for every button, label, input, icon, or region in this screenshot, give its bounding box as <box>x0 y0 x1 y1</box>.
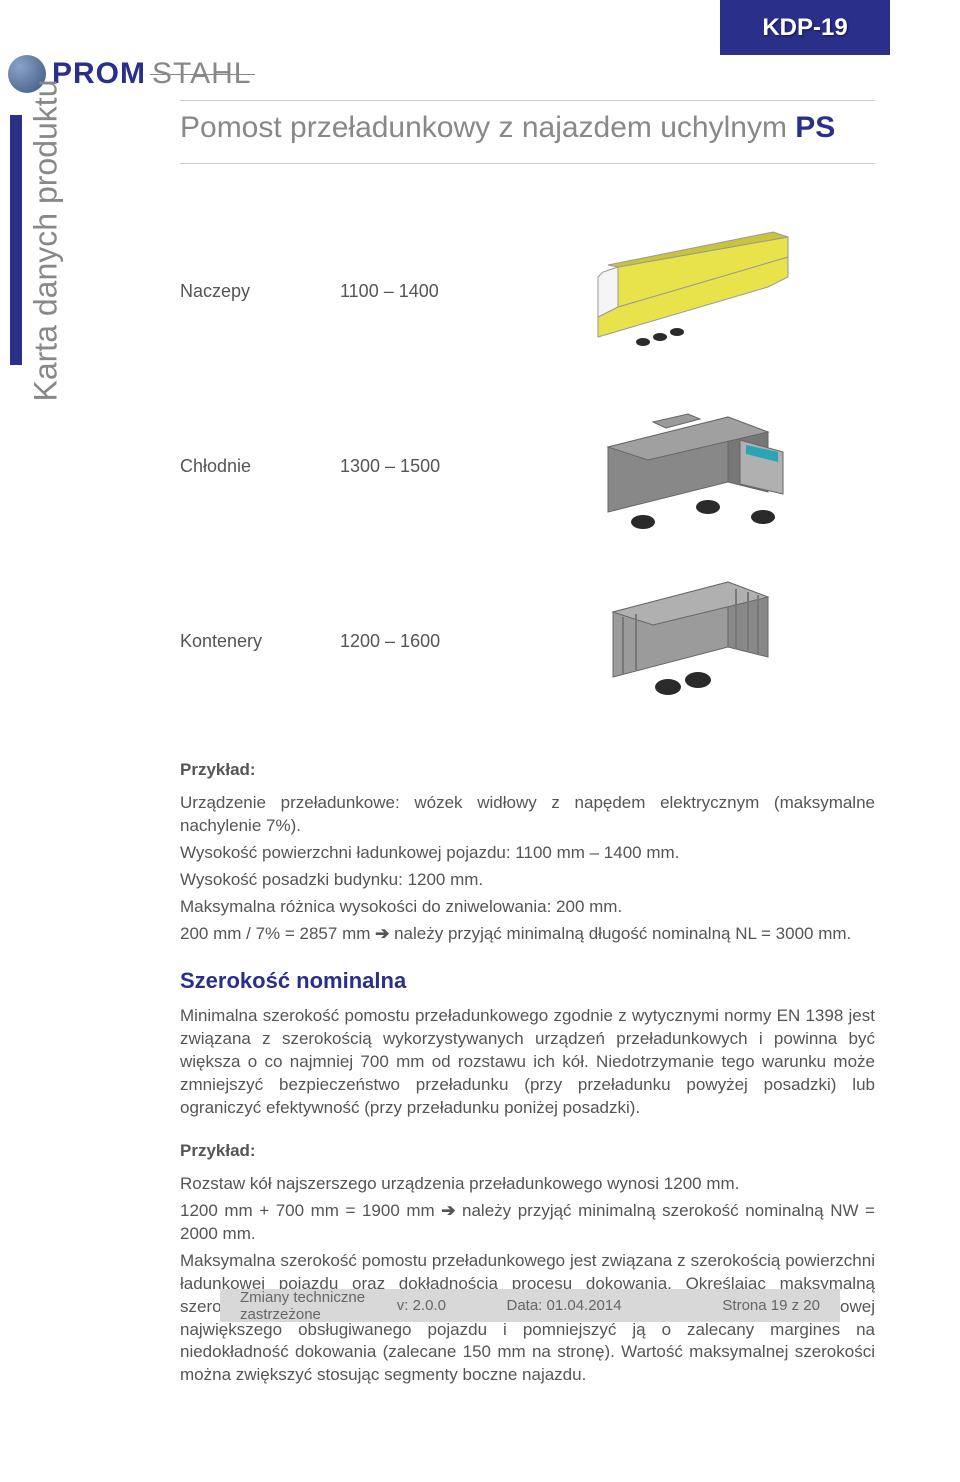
example-line: Wysokość posadzki budynku: 1200 mm. <box>180 869 875 892</box>
document-code-badge: KDP-19 <box>720 0 890 55</box>
logo-text-prom: PROM <box>52 57 146 91</box>
sidebar-text: Karta danych produktu <box>28 79 65 401</box>
vehicle-range: 1200 – 1600 <box>340 631 520 652</box>
page-footer: Zmiany techniczne zastrzeżone v: 2.0.0 D… <box>220 1289 840 1322</box>
title-main: Pomost przeładunkowy z najazdem uchylnym <box>180 111 795 144</box>
table-row: Naczepy 1100 – 1400 <box>180 204 875 379</box>
title-suffix: PS <box>795 111 835 144</box>
footer-version: v: 2.0.0 <box>397 1297 507 1314</box>
footer-note: Zmiany techniczne zastrzeżone <box>240 1289 397 1323</box>
example-line: Wysokość powierzchni ładunkowej pojazdu:… <box>180 842 875 865</box>
example-line: Rozstaw kół najszerszego urządzenia prze… <box>180 1173 875 1196</box>
vehicle-label: Naczepy <box>180 281 340 302</box>
example-heading: Przykład: <box>180 759 875 782</box>
calc-prefix: 200 mm / 7% = 2857 mm <box>180 924 375 943</box>
example-line: Urządzenie przeładunkowe: wózek widłowy … <box>180 792 875 838</box>
vehicle-label: Kontenery <box>180 631 340 652</box>
section-heading: Szerokość nominalna <box>180 966 875 996</box>
container-icon <box>520 562 875 722</box>
example-calc: 1200 mm + 700 mm = 1900 mm ➔ należy przy… <box>180 1200 875 1246</box>
vehicle-label: Chłodnie <box>180 456 340 477</box>
table-row: Kontenery 1200 – 1600 <box>180 554 875 729</box>
vehicle-range: 1300 – 1500 <box>340 456 520 477</box>
sidebar-label: Karta danych produktu <box>10 115 70 365</box>
footer-date: Data: 01.04.2014 <box>506 1297 663 1314</box>
example-heading: Przykład: <box>180 1140 875 1163</box>
main-content: Pomost przeładunkowy z najazdem uchylnym… <box>180 100 875 1391</box>
table-row: Chłodnie 1300 – 1500 <box>180 379 875 554</box>
logo-text-stahl: STAHL <box>152 57 251 91</box>
calc-prefix: 1200 mm + 700 mm = 1900 mm <box>180 1201 441 1220</box>
trailer-icon <box>520 217 875 367</box>
arrow-icon: ➔ <box>441 1201 455 1220</box>
arrow-icon: ➔ <box>375 924 389 943</box>
section-paragraph: Minimalna szerokość pomostu przeładunkow… <box>180 1005 875 1120</box>
example-line: Maksymalna różnica wysokości do zniwelow… <box>180 896 875 919</box>
page-title: Pomost przeładunkowy z najazdem uchylnym… <box>180 100 875 164</box>
footer-page: Strona 19 z 20 <box>663 1297 820 1314</box>
calc-suffix: należy przyjąć minimalną długość nominal… <box>389 924 851 943</box>
vehicle-table: Naczepy 1100 – 1400 Chłodnie 1300 – 1500 <box>180 204 875 729</box>
vehicle-range: 1100 – 1400 <box>340 281 520 302</box>
refrigerated-truck-icon <box>520 382 875 552</box>
example-calc: 200 mm / 7% = 2857 mm ➔ należy przyjąć m… <box>180 923 875 946</box>
